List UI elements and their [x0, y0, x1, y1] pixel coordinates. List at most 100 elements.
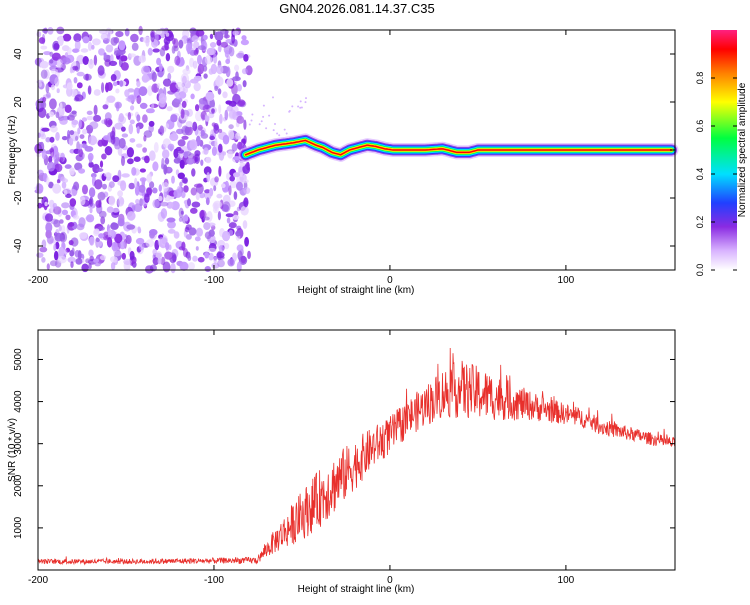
noise-dot: [268, 114, 271, 117]
noise-dot: [134, 177, 138, 189]
noise-dot: [236, 52, 245, 59]
noise-dot: [99, 210, 107, 219]
noise-dot: [108, 60, 118, 66]
noise-dot: [36, 183, 44, 194]
noise-dot: [138, 86, 148, 97]
noise-dot: [98, 48, 105, 56]
noise-dot: [175, 169, 180, 176]
noise-dot: [63, 189, 68, 196]
noise-dot: [198, 192, 206, 199]
noise-dot: [114, 122, 123, 130]
noise-dot: [152, 199, 160, 209]
noise-dot: [187, 255, 192, 261]
colorbar-gradient: [711, 30, 737, 270]
noise-dot: [80, 48, 89, 53]
noise-dot: [189, 27, 197, 35]
y-tick-label: -20: [13, 190, 24, 205]
noise-dot: [181, 241, 186, 251]
x-tick-label: 100: [558, 275, 575, 286]
noise-dot: [79, 134, 85, 140]
noise-dot: [176, 94, 181, 100]
noise-dot: [69, 130, 75, 136]
noise-dot: [216, 251, 225, 259]
figure-title: GN04.2026.081.14.37.C35: [279, 1, 434, 16]
noise-dot: [92, 114, 102, 122]
noise-dot: [195, 246, 199, 251]
spectrogram-y-ticks: -40 -20 0 20 40: [13, 48, 675, 253]
noise-dot: [72, 61, 77, 68]
noise-dot: [104, 118, 108, 126]
noise-dot: [149, 229, 158, 236]
noise-dot: [225, 66, 231, 78]
noise-dot: [178, 39, 184, 49]
noise-dot: [209, 47, 217, 55]
noise-dot: [88, 198, 93, 205]
noise-dot: [158, 63, 163, 72]
noise-dot: [200, 159, 204, 166]
noise-dot: [194, 150, 201, 157]
noise-dot: [224, 242, 230, 250]
noise-dot: [137, 226, 141, 232]
noise-dot: [283, 128, 286, 131]
noise-dot: [73, 181, 80, 191]
snr-series-line: [37, 347, 676, 566]
noise-dot: [138, 184, 146, 193]
noise-dot: [215, 76, 224, 87]
x-tick-label: 0: [387, 275, 393, 286]
noise-dot: [193, 75, 203, 82]
noise-dot: [158, 71, 164, 78]
noise-dot: [167, 229, 176, 234]
noise-dot: [38, 37, 46, 44]
noise-dot: [88, 187, 96, 198]
noise-dot: [225, 213, 234, 218]
noise-dot: [183, 151, 188, 159]
noise-dot: [187, 198, 191, 207]
noise-dot: [53, 43, 60, 50]
noise-dot: [50, 68, 59, 74]
noise-dot: [61, 181, 67, 189]
noise-dot: [228, 124, 234, 130]
noise-dot: [110, 135, 116, 145]
noise-dot: [107, 32, 111, 43]
noise-dot: [64, 164, 72, 169]
noise-dot: [173, 157, 181, 164]
x-tick-label: -100: [204, 275, 224, 286]
noise-dot: [173, 231, 180, 239]
noise-dot: [73, 33, 82, 43]
noise-dot: [87, 152, 94, 161]
noise-dot: [130, 33, 139, 43]
noise-dot: [288, 110, 291, 112]
noise-dot: [119, 241, 126, 250]
noise-dot: [237, 141, 243, 150]
noise-dot: [88, 59, 94, 69]
noise-dot: [224, 49, 229, 58]
noise-dot: [172, 254, 177, 263]
noise-dot: [54, 250, 59, 261]
noise-dot: [231, 32, 236, 44]
noise-dot: [81, 117, 88, 122]
colorbar-label: Normalized spectral amplitude: [737, 82, 748, 217]
noise-dot: [141, 74, 150, 83]
noise-dot: [242, 220, 248, 229]
noise-dot: [241, 68, 248, 75]
noise-dot: [40, 101, 47, 109]
noise-dot: [121, 133, 129, 138]
noise-dot: [103, 172, 112, 178]
y-tick-label: 4000: [13, 390, 24, 413]
noise-dot: [213, 256, 217, 265]
noise-dot: [197, 45, 207, 51]
noise-dot: [235, 230, 242, 237]
noise-dot: [82, 128, 88, 135]
noise-dot: [120, 180, 127, 192]
noise-dot: [217, 259, 225, 268]
noise-dot: [129, 138, 136, 143]
noise-dot: [103, 52, 107, 59]
noise-dot: [297, 105, 300, 108]
noise-dot: [181, 191, 186, 199]
noise-dot: [138, 55, 147, 63]
noise-dot: [244, 236, 250, 247]
noise-dot: [139, 102, 148, 109]
noise-dot: [209, 33, 214, 40]
noise-dot: [226, 217, 231, 224]
noise-dot: [106, 237, 113, 248]
